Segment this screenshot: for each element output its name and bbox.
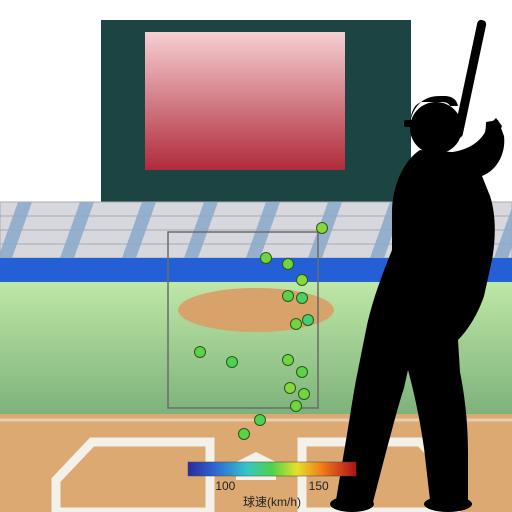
pitch-location-chart: 100 150 球速(km/h) bbox=[0, 0, 512, 512]
svg-text:150: 150 bbox=[309, 479, 329, 493]
svg-text:100: 100 bbox=[215, 479, 235, 493]
colorbar-label: 球速(km/h) bbox=[243, 495, 301, 509]
